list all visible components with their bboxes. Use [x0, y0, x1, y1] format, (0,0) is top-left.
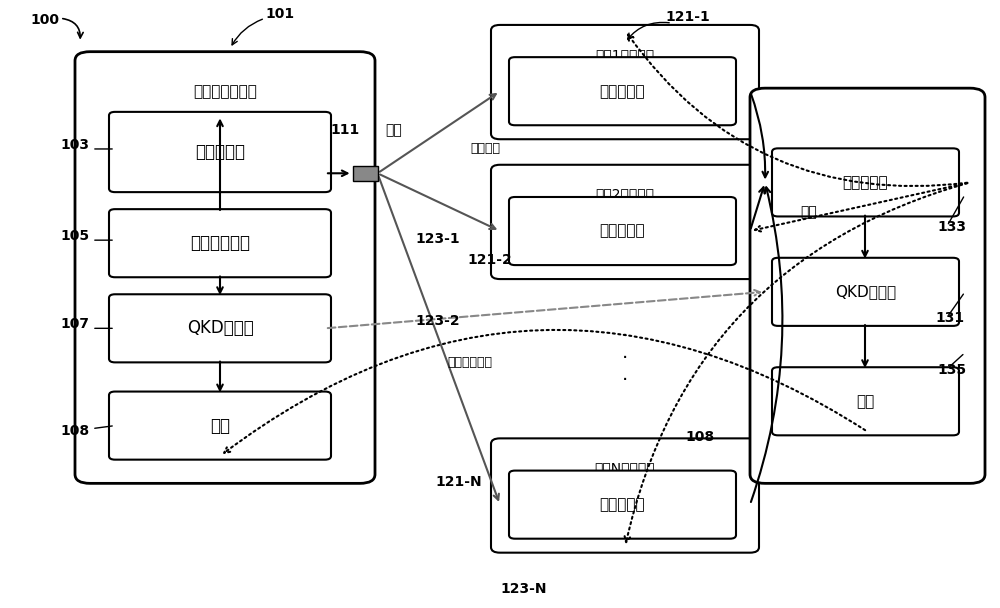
Text: 121-2: 121-2: [467, 254, 512, 268]
FancyBboxPatch shape: [772, 367, 959, 435]
Text: ·
·
·: · · ·: [622, 327, 628, 390]
Text: 量子态测量: 量子态测量: [600, 497, 645, 512]
Text: 103: 103: [60, 138, 89, 152]
FancyBboxPatch shape: [75, 52, 375, 483]
Text: 辅助经典信道: 辅助经典信道: [448, 356, 492, 368]
Text: 鲍務N的接收机: 鲍務N的接收机: [595, 461, 655, 475]
Text: 量子态生成: 量子态生成: [195, 143, 245, 161]
Text: 107: 107: [60, 317, 89, 331]
FancyBboxPatch shape: [509, 197, 736, 265]
Text: 135: 135: [937, 363, 966, 377]
FancyBboxPatch shape: [772, 258, 959, 326]
Text: 121-1: 121-1: [665, 10, 710, 24]
Text: 鲍務1的接收机: 鲍務1的接收机: [595, 47, 655, 62]
Text: 量子态测量: 量子态测量: [600, 224, 645, 238]
Text: 密鑰: 密鑰: [210, 416, 230, 435]
Text: 信号组合器: 信号组合器: [843, 175, 888, 190]
Text: 随机数生成器: 随机数生成器: [190, 234, 250, 252]
FancyBboxPatch shape: [772, 148, 959, 216]
Text: 105: 105: [60, 229, 89, 243]
Text: 123-2: 123-2: [415, 314, 460, 328]
Text: 111: 111: [330, 123, 360, 137]
Text: QKD后处理: QKD后处理: [835, 285, 896, 299]
Text: 密鑰: 密鑰: [856, 394, 875, 409]
Text: QKD后处理: QKD后处理: [187, 319, 253, 337]
FancyBboxPatch shape: [509, 57, 736, 125]
Text: 123-N: 123-N: [500, 582, 546, 596]
FancyBboxPatch shape: [750, 88, 985, 483]
Text: 夏娃: 夏娃: [385, 123, 402, 137]
Text: 鲍務2的接收机: 鲍務2的接收机: [596, 187, 654, 202]
Text: 101: 101: [265, 7, 294, 21]
Text: 123-1: 123-1: [415, 232, 460, 246]
FancyBboxPatch shape: [491, 438, 759, 553]
Text: 133: 133: [937, 220, 966, 234]
FancyBboxPatch shape: [509, 471, 736, 539]
Text: 108: 108: [685, 430, 714, 444]
Text: 查理: 查理: [800, 205, 817, 219]
FancyBboxPatch shape: [491, 165, 759, 279]
FancyBboxPatch shape: [109, 392, 331, 460]
FancyBboxPatch shape: [109, 294, 331, 362]
Text: 量子信道: 量子信道: [470, 142, 500, 155]
Text: 100: 100: [30, 13, 59, 27]
Text: 131: 131: [935, 311, 964, 325]
Text: 爱丽丝的发射机: 爱丽丝的发射机: [193, 84, 257, 98]
Text: 108: 108: [60, 424, 89, 438]
Bar: [352, 166, 378, 181]
FancyBboxPatch shape: [109, 112, 331, 192]
FancyBboxPatch shape: [109, 209, 331, 277]
Text: 量子态测量: 量子态测量: [600, 84, 645, 98]
FancyBboxPatch shape: [491, 25, 759, 139]
Text: 121-N: 121-N: [435, 475, 482, 489]
